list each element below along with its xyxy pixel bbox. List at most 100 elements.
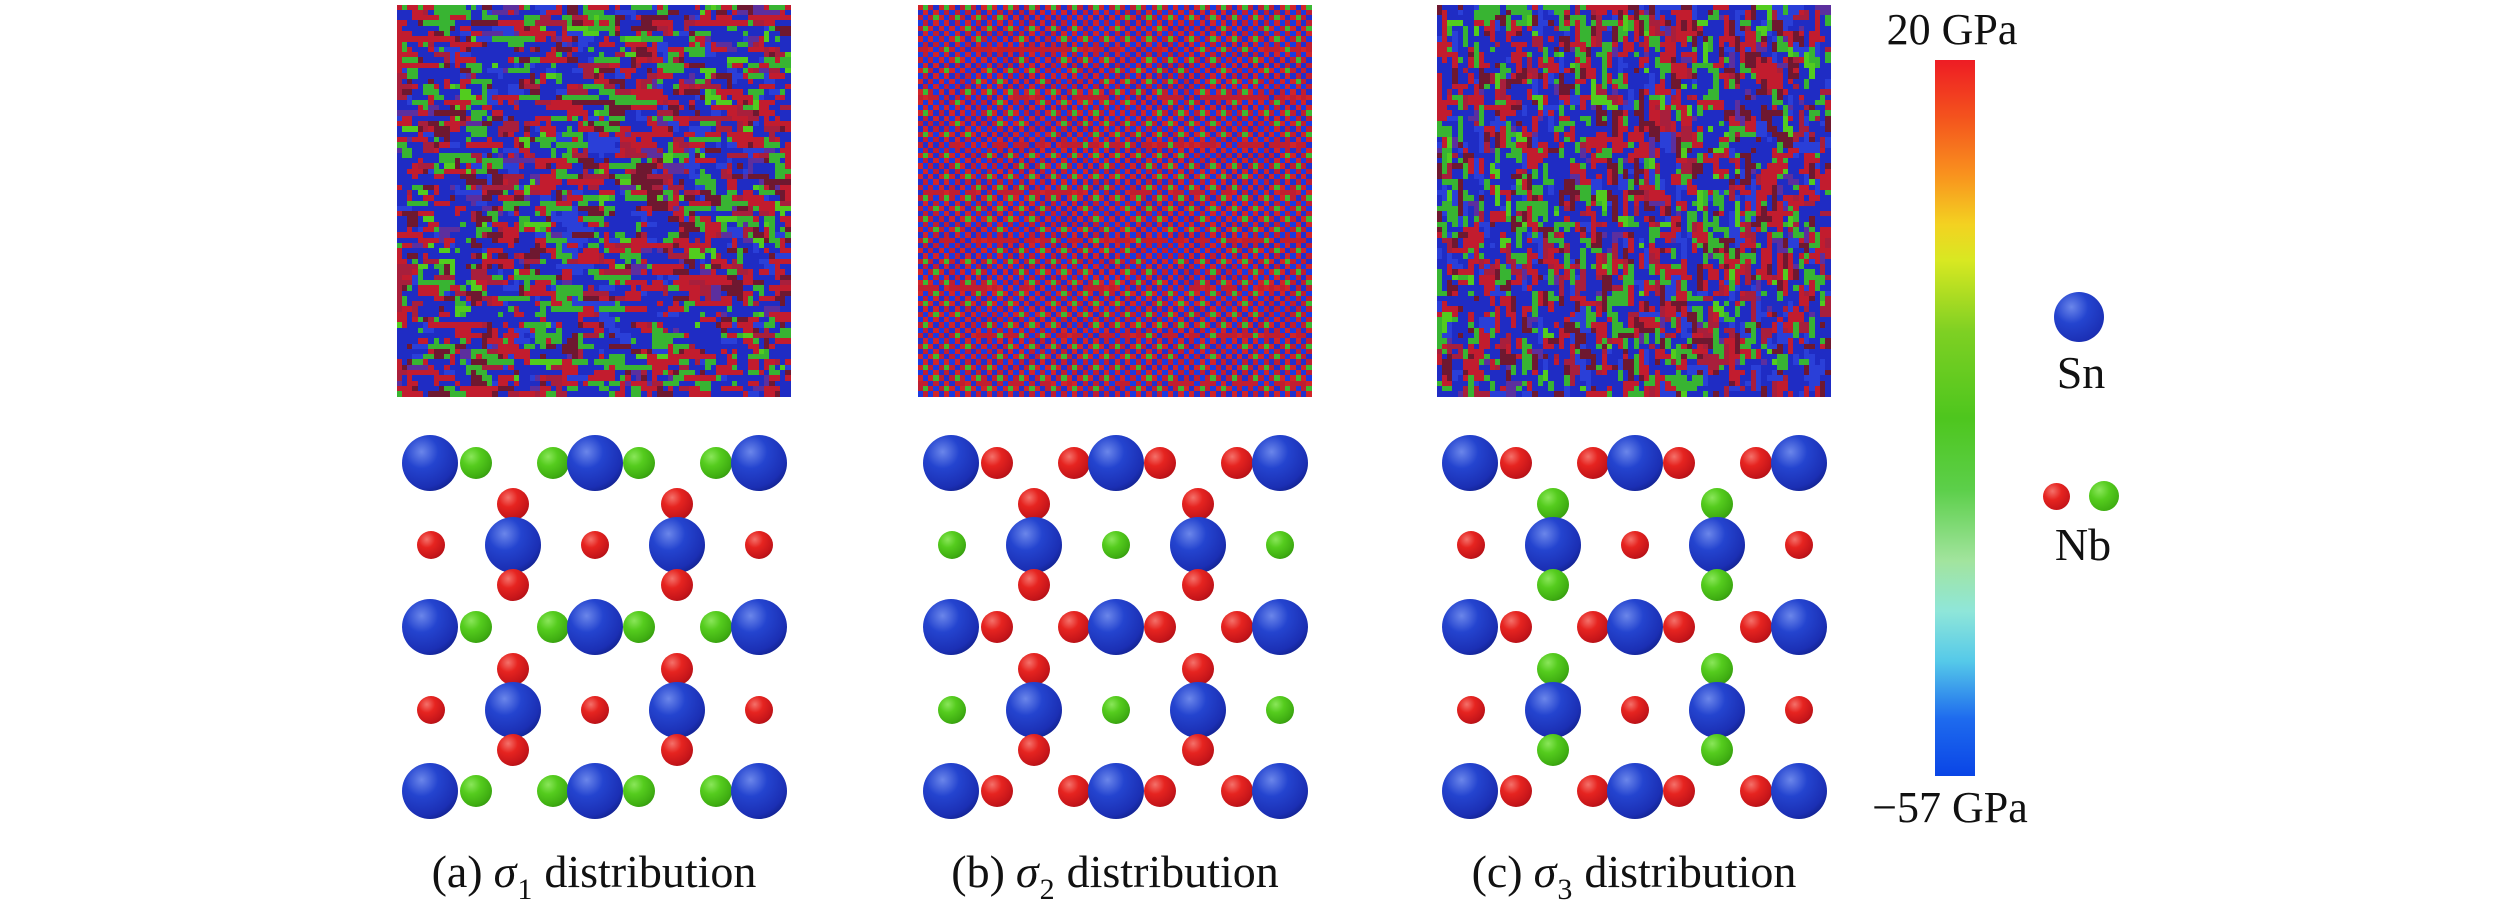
- atom: [981, 611, 1013, 643]
- atom: [567, 435, 623, 491]
- atom: [402, 435, 458, 491]
- panel-a: (a) σ1 distribution: [397, 0, 791, 906]
- atom: [581, 531, 609, 559]
- atom: [497, 488, 529, 520]
- atom: [1525, 517, 1581, 573]
- caption: (a) σ1 distribution: [431, 846, 757, 906]
- atom: [581, 696, 609, 724]
- atom: [1577, 775, 1609, 807]
- atom: [1221, 447, 1253, 479]
- atom: [923, 435, 979, 491]
- atom: [649, 682, 705, 738]
- atom: [623, 775, 655, 807]
- atom: [417, 696, 445, 724]
- caption: (b) σ2 distribution: [951, 846, 1278, 906]
- atom: [1740, 447, 1772, 479]
- legend-sn-label: Sn: [2056, 347, 2106, 398]
- atom: [700, 611, 732, 643]
- atom: [1182, 653, 1214, 685]
- atom: [1689, 517, 1745, 573]
- panel-b: (b) σ2 distribution: [918, 0, 1312, 906]
- atom: [1663, 775, 1695, 807]
- atom: [1785, 696, 1813, 724]
- atom: [1006, 682, 1062, 738]
- atom: [1144, 611, 1176, 643]
- atom: [1088, 435, 1144, 491]
- sigma-subscript: 3: [1557, 873, 1573, 906]
- atom: [981, 447, 1013, 479]
- atom: [1771, 599, 1827, 655]
- atom: [1785, 531, 1813, 559]
- atom: [1182, 734, 1214, 766]
- atom: [981, 775, 1013, 807]
- atom: [485, 517, 541, 573]
- atom: [485, 682, 541, 738]
- atom: [402, 599, 458, 655]
- atom: [1058, 775, 1090, 807]
- atom: [1088, 599, 1144, 655]
- colorbar-max-label: 20 GPa: [1886, 5, 2018, 54]
- atom: [661, 653, 693, 685]
- atom: [1252, 435, 1308, 491]
- atom: [497, 653, 529, 685]
- colorbar-min-label: −57 GPa: [1872, 783, 2028, 832]
- atom: [1771, 763, 1827, 819]
- atom: [1607, 599, 1663, 655]
- atom: [1018, 569, 1050, 601]
- atom: [460, 447, 492, 479]
- atom: [1537, 653, 1569, 685]
- caption-index: (c): [1471, 846, 1523, 897]
- atom: [1577, 611, 1609, 643]
- atom: [1500, 611, 1532, 643]
- atom: [1537, 734, 1569, 766]
- atom: [623, 447, 655, 479]
- atom: [460, 775, 492, 807]
- crystal-structure: [402, 435, 787, 819]
- atom: [1537, 488, 1569, 520]
- atom: [1144, 447, 1176, 479]
- atom: [623, 611, 655, 643]
- sn-atom-icon: [2054, 292, 2104, 342]
- caption-text: distribution: [544, 846, 757, 897]
- atom: [1221, 611, 1253, 643]
- atom: [497, 569, 529, 601]
- atom: [661, 488, 693, 520]
- atom: [731, 599, 787, 655]
- atom: [537, 447, 569, 479]
- atom: [1701, 488, 1733, 520]
- sigma-subscript: 1: [517, 873, 533, 906]
- caption-index: (a): [431, 846, 483, 897]
- atom: [1182, 569, 1214, 601]
- atom: [923, 599, 979, 655]
- atom: [1088, 763, 1144, 819]
- stress-map: [918, 5, 1312, 397]
- atom: [1701, 653, 1733, 685]
- atom: [1500, 447, 1532, 479]
- atom: [1252, 599, 1308, 655]
- atom: [1058, 447, 1090, 479]
- nb-green-atom-icon: [2089, 481, 2119, 511]
- crystal-structure: [923, 435, 1308, 819]
- atom: [1740, 775, 1772, 807]
- caption: (c) σ3 distribution: [1471, 846, 1797, 906]
- atom: [1266, 531, 1294, 559]
- atom: [567, 599, 623, 655]
- atom: [1621, 696, 1649, 724]
- atom: [1018, 734, 1050, 766]
- atom: [567, 763, 623, 819]
- atom: [1442, 599, 1498, 655]
- sigma-symbol: σ: [493, 846, 517, 897]
- atom: [1102, 696, 1130, 724]
- caption-index: (b): [951, 846, 1005, 897]
- atom: [1102, 531, 1130, 559]
- caption-text: distribution: [1584, 846, 1797, 897]
- atom: [497, 734, 529, 766]
- atom: [1701, 734, 1733, 766]
- atom: [1144, 775, 1176, 807]
- atom: [1701, 569, 1733, 601]
- crystal-structure: [1442, 435, 1827, 819]
- colorbar-gradient: [1935, 60, 1975, 776]
- panel-c: (c) σ3 distribution: [1437, 0, 1831, 906]
- atom: [1170, 682, 1226, 738]
